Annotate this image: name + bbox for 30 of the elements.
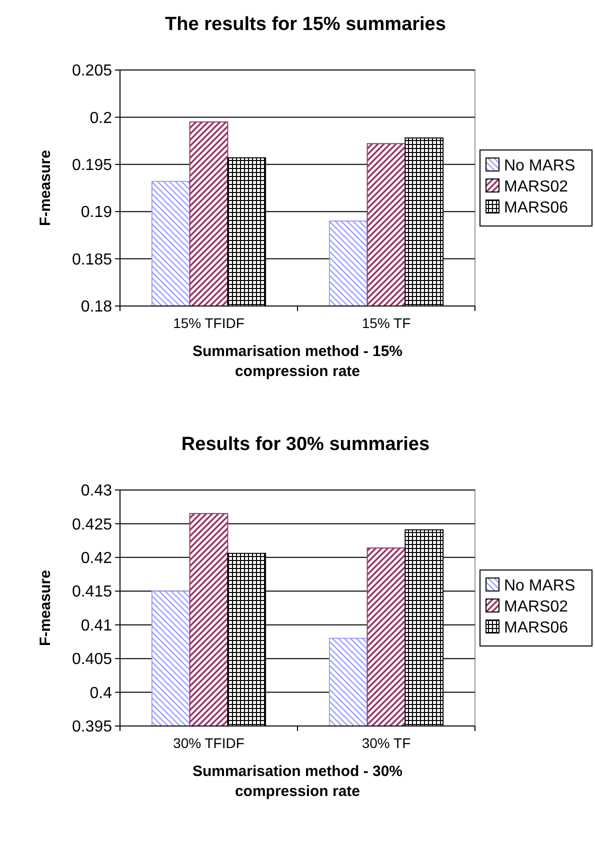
y-axis-title: F-measure [37,570,54,646]
legend-label: MARS02 [504,598,568,616]
legend-label: No MARS [504,158,576,175]
chart-title: Results for 30% summaries [181,434,430,455]
x-tick-label: 30% TFIDF [173,735,244,751]
y-tick-label: 0.395 [72,718,112,736]
chart-title: The results for 15% summaries [165,14,446,35]
y-tick-label: 0.4 [90,684,112,702]
y-tick-label: 0.2 [90,110,112,127]
legend-label: MARS02 [504,178,568,196]
y-tick-label: 0.41 [80,617,112,634]
y-tick-label: 0.425 [72,516,112,534]
y-tick-label: 0.185 [72,251,112,268]
legend-label: MARS06 [504,620,568,637]
y-tick-label: 0.19 [80,204,112,222]
y-tick-label: 0.43 [80,482,112,500]
x-tick-label: 30% TF [362,735,411,751]
y-tick-label: 0.42 [80,550,112,568]
legend-label: No MARS [504,578,576,595]
x-tick-label: 15% TFIDF [173,315,244,331]
y-tick-label: 0.405 [72,651,112,668]
y-tick-label: 0.18 [80,298,112,316]
legend-label: MARS06 [504,200,568,217]
y-tick-label: 0.195 [72,157,112,174]
y-tick-label: 0.205 [72,62,112,80]
y-axis-title: F-measure [37,150,54,226]
x-tick-label: 15% TF [362,315,411,331]
x-axis-title: Summarisation method - 15% compression rate [192,343,403,380]
y-tick-label: 0.415 [72,584,112,601]
x-axis-title: Summarisation method - 30% compression rate [192,763,403,800]
